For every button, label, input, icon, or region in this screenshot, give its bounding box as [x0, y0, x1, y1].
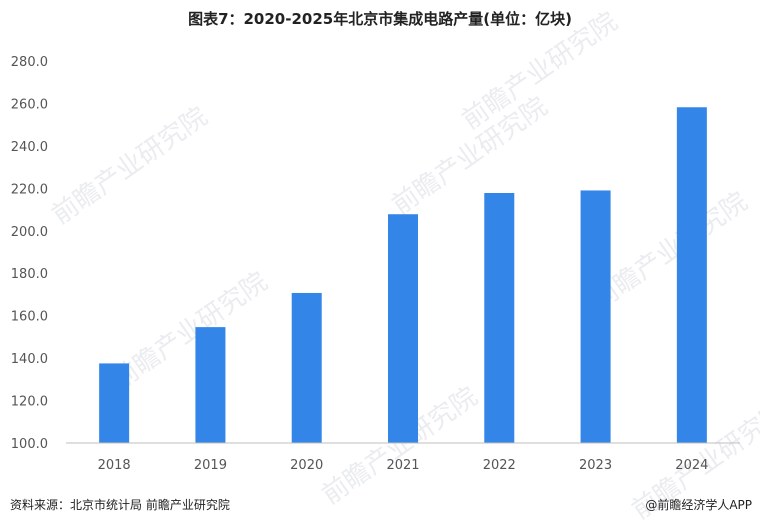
- y-tick-label: 140.0: [11, 352, 48, 367]
- y-tick-label: 280.0: [11, 55, 48, 70]
- x-tick-label: 2024: [675, 458, 708, 473]
- x-tick-label: 2022: [483, 458, 516, 473]
- x-tick-label: 2018: [98, 458, 131, 473]
- bar-2023: [580, 190, 611, 443]
- y-tick-label: 120.0: [11, 395, 48, 410]
- bar-2020: [291, 292, 322, 443]
- watermark-text: 前瞻产业研究院: [587, 187, 753, 316]
- y-tick-label: 160.0: [11, 310, 48, 325]
- y-axis-tick-labels: 100.0 120.0 140.0 160.0 180.0 200.0 220.0 240.0…: [11, 55, 48, 452]
- y-tick-label: 240.0: [11, 140, 48, 155]
- bar-2018: [99, 363, 130, 443]
- brand-credit: @前瞻经济学人APP: [645, 498, 752, 512]
- y-tick-label: 260.0: [11, 97, 48, 112]
- x-tick-label: 2021: [386, 458, 419, 473]
- source-note: 资料来源：北京市统计局 前瞻产业研究院: [10, 498, 230, 512]
- x-tick-label: 2023: [579, 458, 612, 473]
- bars: [99, 107, 707, 444]
- bar-2019: [195, 327, 226, 443]
- bar-2021: [388, 214, 418, 443]
- watermark-text: 前瞻产业研究院: [47, 102, 213, 231]
- bar-2022: [484, 193, 515, 443]
- y-tick-label: 180.0: [11, 267, 48, 282]
- y-tick-label: 100.0: [11, 437, 48, 452]
- chart-title: 图表7：2020-2025年北京市集成电路产量(单位：亿块): [188, 10, 572, 28]
- y-tick-label: 200.0: [11, 225, 48, 240]
- x-tick-label: 2019: [194, 458, 227, 473]
- y-tick-label: 220.0: [11, 182, 48, 197]
- bar-2024: [676, 107, 707, 444]
- x-axis-tick-labels: 2018 2019 2020 2021 2022 2023 2024: [98, 458, 709, 473]
- watermark-text: 前瞻产业研究院: [107, 267, 273, 396]
- x-tick-label: 2020: [290, 458, 323, 473]
